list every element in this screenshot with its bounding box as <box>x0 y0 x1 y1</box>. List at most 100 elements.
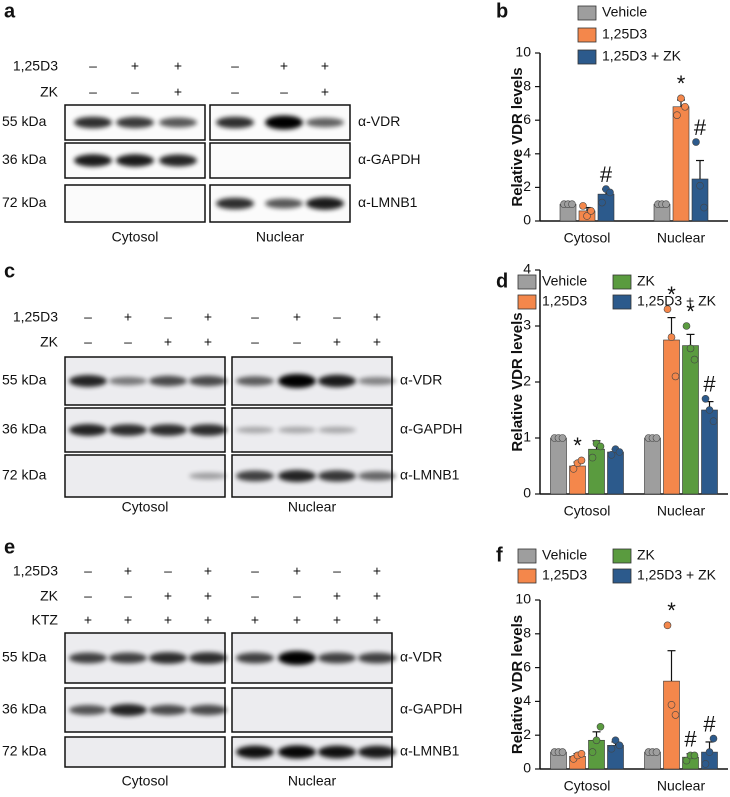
y-tick-label: 8 <box>523 77 531 93</box>
band <box>236 426 274 434</box>
data-point <box>607 450 616 459</box>
legend-label: ZK <box>637 273 656 289</box>
band <box>236 652 274 664</box>
band <box>306 117 344 128</box>
data-point <box>709 417 718 426</box>
condition-sign: + <box>174 58 182 74</box>
group-label: Cytosol <box>122 499 169 515</box>
y-tick-label: 3 <box>523 317 531 333</box>
legend-label: 1,25D3 <box>542 293 587 309</box>
y-axis-label: Relative VDR levels <box>509 615 526 754</box>
condition-sign: – <box>124 334 132 350</box>
y-tick-label: 6 <box>523 111 531 127</box>
blot-box <box>209 142 351 179</box>
condition-sign: + <box>204 334 212 350</box>
band <box>318 745 356 759</box>
significance-mark: * <box>686 299 695 324</box>
y-tick-label: 4 <box>523 261 531 277</box>
band <box>109 424 147 436</box>
condition-sign: – <box>231 58 239 74</box>
band <box>109 376 147 386</box>
y-tick-label: 2 <box>523 178 531 194</box>
legend-swatch <box>612 274 632 290</box>
band <box>69 705 107 715</box>
legend-label: 1,25D3 <box>542 567 587 583</box>
significance-mark: # <box>694 115 707 140</box>
condition-sign: + <box>251 612 259 628</box>
data-point <box>690 751 699 760</box>
y-axis-label: Relative VDR levels <box>509 312 526 451</box>
legend-swatch <box>612 548 632 564</box>
condition-sign: – <box>293 588 301 604</box>
band <box>265 115 303 130</box>
band <box>69 424 107 436</box>
condition-sign: – <box>84 309 92 325</box>
antibody-label: α-GAPDH <box>400 701 463 717</box>
band <box>189 704 227 716</box>
y-tick-label: 2 <box>523 726 531 742</box>
data-point <box>671 711 680 719</box>
y-tick-label: 8 <box>523 625 531 641</box>
data-point <box>692 138 700 146</box>
group-label: Cytosol <box>112 229 159 245</box>
kda-label: 36 kDa <box>2 421 47 437</box>
band <box>236 745 274 759</box>
data-point <box>598 198 606 207</box>
condition-sign: + <box>204 612 212 628</box>
bar <box>550 437 567 495</box>
significance-mark: * <box>573 433 582 458</box>
band <box>116 154 154 167</box>
kda-label: 55 kDa <box>2 649 47 665</box>
x-tick-label: Cytosol <box>564 230 611 246</box>
condition-label: 1,25D3 <box>13 309 58 325</box>
condition-sign: – <box>89 58 97 74</box>
band <box>216 116 254 129</box>
y-tick-label: 2 <box>523 373 531 389</box>
data-point <box>705 406 714 414</box>
data-point <box>652 748 661 756</box>
condition-sign: – <box>251 309 259 325</box>
kda-label: 55 kDa <box>2 372 47 388</box>
condition-sign: – <box>84 563 92 579</box>
data-point <box>606 188 614 197</box>
legend-swatch <box>612 294 632 310</box>
band <box>278 470 316 482</box>
legend-label: 1,25D3 <box>602 26 647 42</box>
group-label: Nuclear <box>288 499 337 515</box>
band <box>189 375 227 387</box>
band <box>306 197 344 210</box>
condition-label: ZK <box>40 84 59 100</box>
condition-sign: + <box>164 612 172 628</box>
legend-label: ZK <box>637 547 656 563</box>
kda-label: 72 kDa <box>2 743 47 759</box>
condition-sign: + <box>164 588 172 604</box>
y-tick-label: 1 <box>523 429 531 445</box>
condition-sign: – <box>131 84 139 100</box>
condition-sign: + <box>293 563 301 579</box>
blot-box <box>231 687 393 733</box>
band <box>109 704 147 716</box>
group-label: Nuclear <box>256 229 305 245</box>
kda-label: 36 kDa <box>2 701 47 717</box>
condition-sign: – <box>293 334 301 350</box>
band <box>216 197 254 210</box>
data-point <box>577 456 586 465</box>
data-point <box>701 760 710 768</box>
condition-sign: – <box>251 563 259 579</box>
panel-letter: c <box>4 260 15 282</box>
band <box>116 116 154 129</box>
band <box>69 652 107 664</box>
data-point <box>583 212 591 220</box>
condition-sign: + <box>293 309 301 325</box>
band <box>74 154 112 167</box>
bar <box>663 680 680 770</box>
significance-mark: # <box>600 162 613 187</box>
legend-label: 1,25D3 + ZK <box>637 293 717 309</box>
band <box>358 471 396 481</box>
condition-sign: – <box>333 309 341 325</box>
antibody-label: α-LMNB1 <box>358 194 418 210</box>
blot-box <box>64 184 206 223</box>
band <box>189 472 227 480</box>
data-point <box>700 203 708 212</box>
